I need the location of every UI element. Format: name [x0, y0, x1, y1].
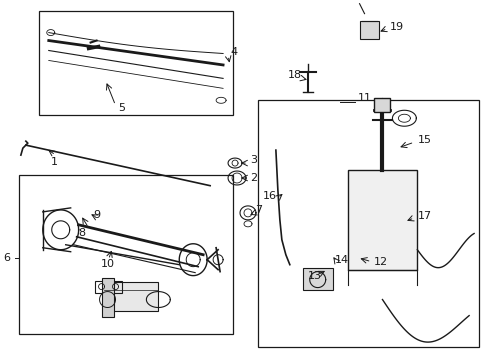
Bar [303, 268, 333, 289]
Bar [103, 282, 158, 311]
Bar [19, 175, 233, 334]
Bar [95, 280, 122, 293]
Text: 19: 19 [390, 22, 404, 32]
Text: 16: 16 [263, 191, 277, 201]
Bar [360, 21, 379, 39]
Text: 10: 10 [100, 259, 115, 269]
Bar [39, 11, 233, 115]
Bar [347, 170, 417, 270]
Text: 6: 6 [3, 253, 10, 263]
Text: 8: 8 [78, 228, 86, 238]
Text: 7: 7 [255, 205, 262, 215]
Text: 17: 17 [417, 211, 432, 221]
Bar [101, 278, 114, 318]
Text: 14: 14 [335, 255, 349, 265]
Text: 15: 15 [417, 135, 431, 145]
Bar [374, 98, 391, 112]
Text: 13: 13 [308, 271, 322, 281]
Text: 4: 4 [230, 48, 237, 58]
Text: 12: 12 [373, 257, 388, 267]
Text: 9: 9 [94, 210, 101, 220]
Text: 1: 1 [51, 157, 58, 167]
Bar [258, 100, 479, 347]
Text: 2: 2 [250, 173, 257, 183]
Text: 3: 3 [250, 155, 257, 165]
Text: 11: 11 [358, 93, 371, 103]
Text: 5: 5 [119, 103, 125, 113]
Text: 18: 18 [288, 71, 302, 80]
